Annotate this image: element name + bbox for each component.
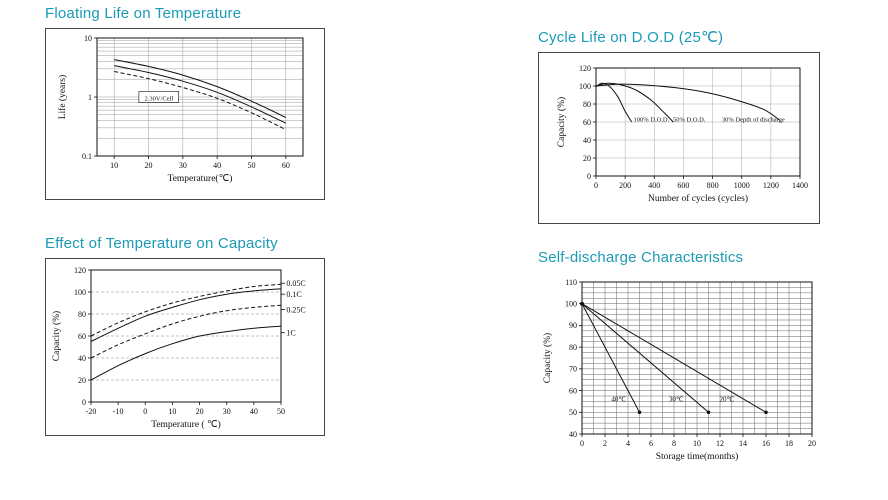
svg-text:1400: 1400 [792,181,808,190]
svg-text:40: 40 [583,136,591,145]
svg-text:10: 10 [84,34,92,43]
svg-text:80: 80 [569,343,577,352]
svg-text:20: 20 [196,407,204,416]
svg-text:50: 50 [248,161,256,170]
svg-text:14: 14 [739,439,747,448]
svg-text:80: 80 [78,310,86,319]
svg-text:-20: -20 [86,407,97,416]
svg-text:0: 0 [143,407,147,416]
svg-text:30: 30 [179,161,187,170]
svg-text:0.1C: 0.1C [286,290,301,299]
svg-text:50: 50 [569,408,577,417]
svg-text:Storage time(months): Storage time(months) [656,451,739,462]
svg-text:50: 50 [277,407,285,416]
chart-self-discharge: Self-discharge Characteristics 0 2 4 6 8 10 12… [538,248,830,477]
svg-text:30℃: 30℃ [669,396,684,404]
svg-text:0: 0 [82,398,86,407]
svg-text:10: 10 [110,161,118,170]
svg-text:10: 10 [168,407,176,416]
svg-text:Capacity (%): Capacity (%) [556,97,567,147]
svg-text:100% D.O.D.: 100% D.O.D. [633,117,669,124]
svg-text:40℃: 40℃ [611,396,626,404]
svg-text:120: 120 [579,64,591,73]
chart-floating-life: Floating Life on Temperature 10 20 30 40 50 6… [45,4,325,200]
svg-text:100: 100 [74,288,86,297]
chart-temperature-capacity: Effect of Temperature on Capacity -20 -10… [45,234,325,436]
chart-title-cycle-life-dod: Cycle Life on D.O.D (25℃) [538,29,724,46]
svg-text:0.05C: 0.05C [286,279,305,288]
svg-text:400: 400 [648,181,660,190]
svg-text:Temperature ( ℃): Temperature ( ℃) [151,419,221,430]
chart-title-self-discharge: Self-discharge Characteristics [538,249,744,266]
svg-text:Number of cycles (cycles): Number of cycles (cycles) [648,193,748,204]
svg-text:2.30V/Cell: 2.30V/Cell [144,96,173,103]
svg-text:30: 30 [223,407,231,416]
svg-text:80: 80 [583,100,591,109]
svg-text:800: 800 [707,181,719,190]
svg-text:18: 18 [785,439,793,448]
svg-text:60: 60 [78,332,86,341]
svg-text:0.1: 0.1 [82,152,92,161]
chart-canvas-temperature-capacity: -20 -10 0 10 20 30 40 50 0 20 40 60 80 100 120 Temperat… [45,258,325,436]
svg-text:20: 20 [78,376,86,385]
svg-text:40: 40 [213,161,221,170]
svg-text:6: 6 [649,439,653,448]
svg-text:20: 20 [808,439,816,448]
chart-title-temperature-capacity: Effect of Temperature on Capacity [45,235,278,252]
chart-canvas-self-discharge: 0 2 4 6 8 10 12 14 16 18 20 40 50 60 70 80 90 100 110 Stora… [542,278,816,462]
svg-text:-10: -10 [113,407,124,416]
chart-title-floating-life: Floating Life on Temperature [45,5,242,22]
svg-text:16: 16 [762,439,770,448]
svg-text:0.25C: 0.25C [286,305,305,314]
svg-text:Capacity (%): Capacity (%) [542,333,553,383]
svg-text:110: 110 [565,278,577,287]
svg-text:60: 60 [282,161,290,170]
chart-canvas-cycle-life-dod: 0 200 400 600 800 1000 1200 1400 0 20 40 60 80 100 120… [538,52,820,224]
chart-cycle-life-dod: Cycle Life on D.O.D (25℃) 0 200 400 600 800 1… [538,28,820,224]
svg-text:10: 10 [693,439,701,448]
svg-text:12: 12 [716,439,724,448]
chart-canvas-floating-life: 10 20 30 40 50 60 0.1 1 10 Temperature(℃) Life (ye… [45,28,325,200]
svg-text:40: 40 [569,430,577,439]
svg-text:0: 0 [580,439,584,448]
svg-text:100: 100 [579,82,591,91]
svg-text:40: 40 [78,354,86,363]
svg-text:50% D.O.D.: 50% D.O.D. [673,117,706,124]
svg-text:600: 600 [677,181,689,190]
svg-text:1200: 1200 [763,181,779,190]
svg-text:200: 200 [619,181,631,190]
svg-text:40: 40 [250,407,258,416]
svg-text:0: 0 [587,172,591,181]
svg-text:1: 1 [88,93,92,102]
svg-text:60: 60 [569,386,577,395]
svg-text:30% Depth of discharge: 30% Depth of discharge [722,117,785,124]
svg-text:4: 4 [626,439,630,448]
svg-text:60: 60 [583,118,591,127]
svg-text:1000: 1000 [734,181,750,190]
svg-text:Life (years): Life (years) [57,75,68,120]
svg-text:20: 20 [145,161,153,170]
svg-text:8: 8 [672,439,676,448]
svg-text:90: 90 [569,321,577,330]
svg-text:70: 70 [569,365,577,374]
svg-text:100: 100 [565,300,577,309]
svg-text:0: 0 [594,181,598,190]
svg-text:2: 2 [603,439,607,448]
svg-text:Capacity (%): Capacity (%) [51,311,62,361]
svg-text:1C: 1C [286,329,295,338]
svg-text:20℃: 20℃ [719,396,734,404]
svg-text:Temperature(℃): Temperature(℃) [168,173,233,184]
svg-text:120: 120 [74,266,86,275]
svg-text:20: 20 [583,154,591,163]
